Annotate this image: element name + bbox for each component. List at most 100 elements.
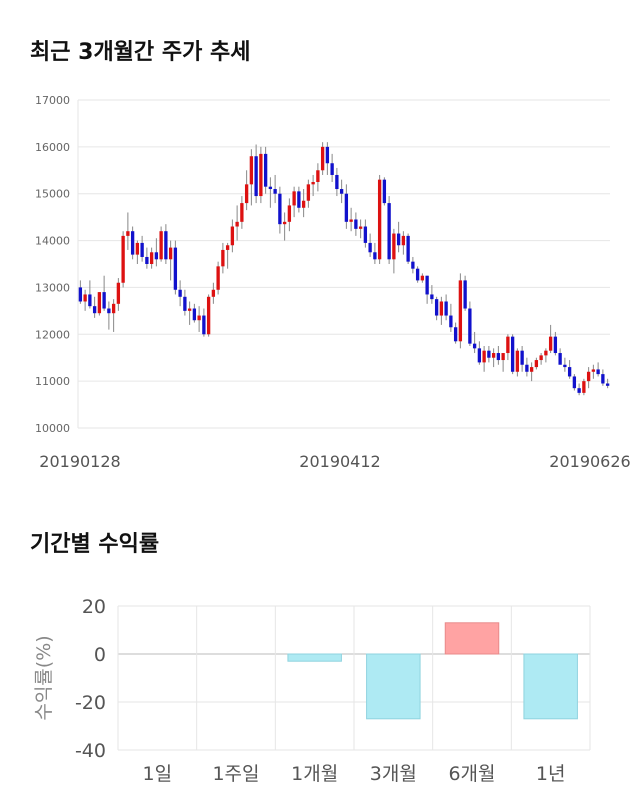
price-y-tick: 16000	[35, 141, 70, 154]
candle-body	[349, 219, 353, 222]
candle-body	[278, 193, 282, 225]
candle-body	[529, 367, 534, 372]
candle-body	[354, 219, 358, 229]
candle-body	[373, 252, 377, 260]
candle-body	[259, 153, 263, 197]
candle-body	[453, 327, 458, 342]
returns-y-tick: -40	[75, 740, 106, 762]
price-y-tick: 13000	[35, 281, 70, 294]
return-bar	[287, 653, 342, 662]
candle-body	[335, 174, 339, 190]
candle-body	[149, 252, 154, 264]
candle-body	[515, 350, 520, 372]
returns-chart-title: 기간별 수익률	[30, 532, 160, 557]
candle-body	[506, 336, 510, 354]
price-y-tick: 11000	[35, 375, 70, 388]
candle-body	[572, 376, 577, 389]
price-x-tick: 20190128	[39, 452, 120, 471]
candle-body	[102, 292, 106, 309]
candle-body	[206, 296, 211, 335]
candle-body	[202, 315, 206, 335]
return-bar	[523, 653, 578, 720]
candle-body	[411, 261, 415, 269]
candle-body	[244, 184, 249, 204]
candle-body	[430, 294, 434, 300]
candle-body	[225, 245, 230, 250]
candle-body	[363, 226, 368, 243]
candle-body	[216, 266, 220, 290]
candlestick-chart: 17000 16000 15000 14000 13000 12000 11000 10000…	[35, 94, 631, 471]
candle-body	[420, 275, 425, 281]
candle-body	[183, 296, 187, 311]
candle-body	[325, 146, 330, 164]
candle-body	[567, 367, 572, 377]
candle-body	[235, 221, 239, 227]
candle-body	[477, 348, 482, 363]
candle-body	[78, 287, 83, 302]
returns-x-tick: 1년	[536, 763, 566, 785]
candle-body	[83, 294, 87, 302]
candle-body	[387, 203, 391, 260]
returns-x-tick: 6개월	[448, 763, 495, 785]
candle-body	[525, 364, 529, 372]
candle-body	[491, 353, 496, 358]
candle-body	[344, 193, 349, 222]
price-x-tick-labels: 20190128 20190412 20190626	[39, 452, 630, 471]
candle-body	[468, 308, 472, 344]
candle-body	[472, 343, 477, 349]
candle-body	[358, 226, 363, 229]
candle-body	[501, 353, 505, 361]
candle-body	[596, 369, 600, 375]
candle-body	[582, 381, 586, 393]
candle-body	[111, 303, 116, 314]
candle-body	[221, 249, 225, 267]
candle-body	[287, 205, 292, 222]
candle-body	[444, 301, 448, 316]
candle-body	[368, 242, 372, 253]
candle-body	[130, 231, 135, 255]
returns-y-tick: 0	[94, 644, 106, 666]
price-x-tick: 20190626	[549, 452, 630, 471]
candle-body	[320, 146, 325, 171]
candle-body	[311, 182, 315, 185]
return-bar	[444, 622, 500, 655]
candle-body	[187, 308, 192, 311]
candle-body	[563, 364, 567, 368]
candle-body	[586, 371, 591, 382]
candle-body	[377, 179, 382, 260]
candle-body	[88, 294, 92, 307]
returns-x-tick: 1일	[143, 763, 173, 785]
price-x-tick: 20190412	[299, 452, 380, 471]
candle-body	[482, 350, 486, 363]
candle-body	[487, 350, 491, 358]
price-y-tick: 14000	[35, 235, 70, 248]
candle-body	[116, 282, 121, 304]
candle-body	[140, 242, 144, 257]
candle-body	[154, 252, 159, 260]
candle-body	[539, 355, 543, 361]
candle-body	[263, 153, 268, 187]
candle-body	[558, 353, 562, 365]
candle-body	[330, 163, 334, 175]
candle-body	[316, 170, 320, 182]
candle-body	[339, 189, 344, 194]
candle-body	[463, 280, 467, 309]
candle-body	[249, 156, 254, 185]
candle-body	[273, 189, 277, 194]
returns-bars	[287, 622, 578, 720]
candle-body	[268, 186, 273, 190]
candle-body	[425, 275, 429, 295]
candle-body	[159, 231, 163, 260]
candle-body	[297, 191, 301, 208]
candle-body	[292, 191, 296, 206]
candle-body	[577, 388, 581, 393]
candle-body	[544, 350, 548, 356]
price-chart-title: 최근 3개월간 주가 추세	[30, 40, 251, 65]
candle-body	[534, 360, 539, 368]
candle-body	[145, 256, 149, 264]
returns-y-tick-labels: 20 0 -20 -40	[75, 596, 106, 762]
candle-body	[126, 231, 130, 236]
candle-body	[282, 221, 287, 225]
candle-body	[107, 308, 111, 314]
